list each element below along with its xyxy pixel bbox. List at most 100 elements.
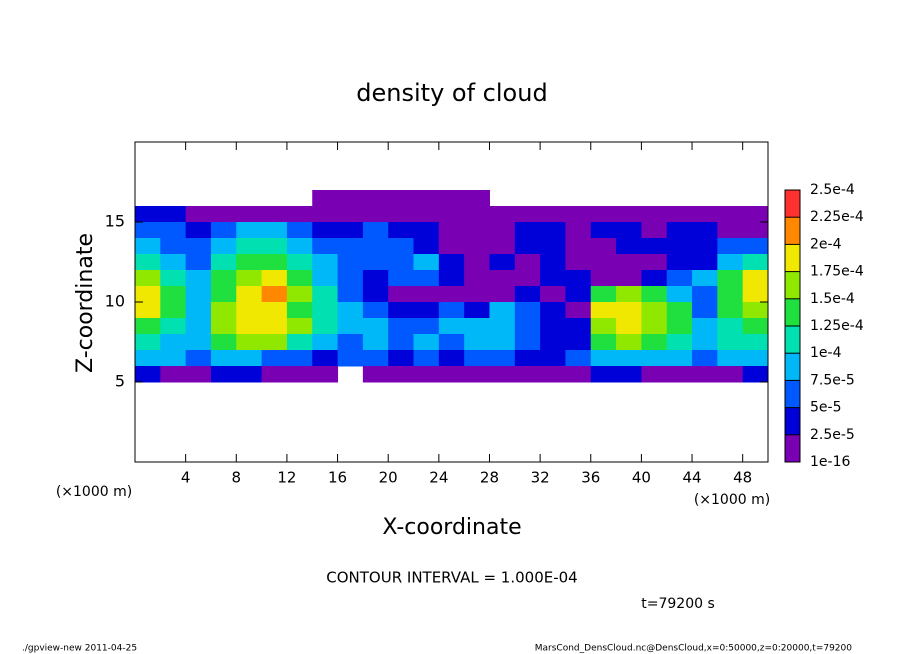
cell	[388, 318, 415, 335]
cell	[413, 206, 440, 223]
cell	[210, 302, 237, 319]
cell	[565, 270, 592, 287]
cell	[742, 318, 769, 335]
cell	[286, 254, 313, 271]
cell	[438, 286, 465, 303]
cell	[438, 302, 465, 319]
cell	[261, 238, 288, 255]
cell	[185, 318, 212, 335]
cell	[362, 238, 389, 255]
cell	[438, 238, 465, 255]
cell	[210, 334, 237, 351]
cell	[135, 222, 161, 239]
colorbar-bin	[785, 407, 800, 435]
cell	[641, 270, 668, 287]
cell	[160, 366, 187, 383]
cell	[540, 366, 566, 383]
x-axis-label: X-coordinate	[382, 515, 521, 540]
cell	[160, 334, 187, 351]
cell	[489, 270, 516, 287]
cell	[464, 302, 490, 319]
cell	[692, 350, 718, 367]
cell	[236, 366, 263, 383]
cell	[742, 350, 769, 367]
cell	[641, 238, 668, 255]
cell	[464, 190, 490, 207]
cell	[464, 334, 490, 351]
cell	[236, 302, 263, 319]
cell	[692, 222, 718, 239]
cell	[641, 286, 668, 303]
cell	[185, 206, 212, 223]
cell	[160, 254, 187, 271]
cell	[641, 222, 668, 239]
cell	[160, 318, 187, 335]
cell	[185, 222, 212, 239]
cell	[210, 238, 237, 255]
cell	[286, 318, 313, 335]
cell	[616, 206, 642, 223]
cell	[641, 350, 668, 367]
cell	[160, 206, 187, 223]
y-unit: (×1000 m)	[56, 484, 132, 500]
cell	[540, 254, 566, 271]
cell	[135, 318, 161, 335]
cell	[489, 206, 516, 223]
cell	[717, 222, 744, 239]
cell	[160, 270, 187, 287]
cell	[590, 238, 617, 255]
cell	[261, 254, 288, 271]
colorbar-label: 1.5e-4	[810, 291, 855, 307]
cell	[362, 350, 389, 367]
cell	[210, 222, 237, 239]
y-tick-label: 15	[105, 212, 125, 231]
cell	[413, 302, 440, 319]
cell	[210, 318, 237, 335]
cell	[312, 286, 339, 303]
cell	[742, 366, 769, 383]
cell	[135, 286, 161, 303]
cell	[362, 222, 389, 239]
cell	[388, 334, 415, 351]
cell	[438, 222, 465, 239]
cell	[388, 302, 415, 319]
cell	[616, 302, 642, 319]
cell	[464, 222, 490, 239]
cell	[742, 270, 769, 287]
cell	[236, 254, 263, 271]
cell	[616, 254, 642, 271]
cell	[692, 254, 718, 271]
cell	[362, 318, 389, 335]
cell	[286, 366, 313, 383]
cell	[565, 302, 592, 319]
cell	[464, 206, 490, 223]
cell	[337, 286, 364, 303]
time-note: t=79200 s	[641, 596, 715, 612]
cell	[692, 366, 718, 383]
cell	[540, 270, 566, 287]
cell	[565, 350, 592, 367]
cell	[388, 206, 415, 223]
cell	[413, 238, 440, 255]
cell	[362, 286, 389, 303]
cell	[641, 366, 668, 383]
cell	[362, 270, 389, 287]
cell	[286, 238, 313, 255]
cell	[666, 334, 693, 351]
cell	[160, 222, 187, 239]
cell	[312, 270, 339, 287]
cell	[666, 286, 693, 303]
cell	[312, 254, 339, 271]
cell	[337, 190, 364, 207]
cell	[438, 334, 465, 351]
cell	[160, 302, 187, 319]
cell	[286, 270, 313, 287]
cell	[616, 318, 642, 335]
cell	[388, 350, 415, 367]
cell	[489, 318, 516, 335]
cell	[337, 222, 364, 239]
cell	[514, 334, 541, 351]
cell	[413, 222, 440, 239]
cell	[413, 254, 440, 271]
cell	[388, 286, 415, 303]
